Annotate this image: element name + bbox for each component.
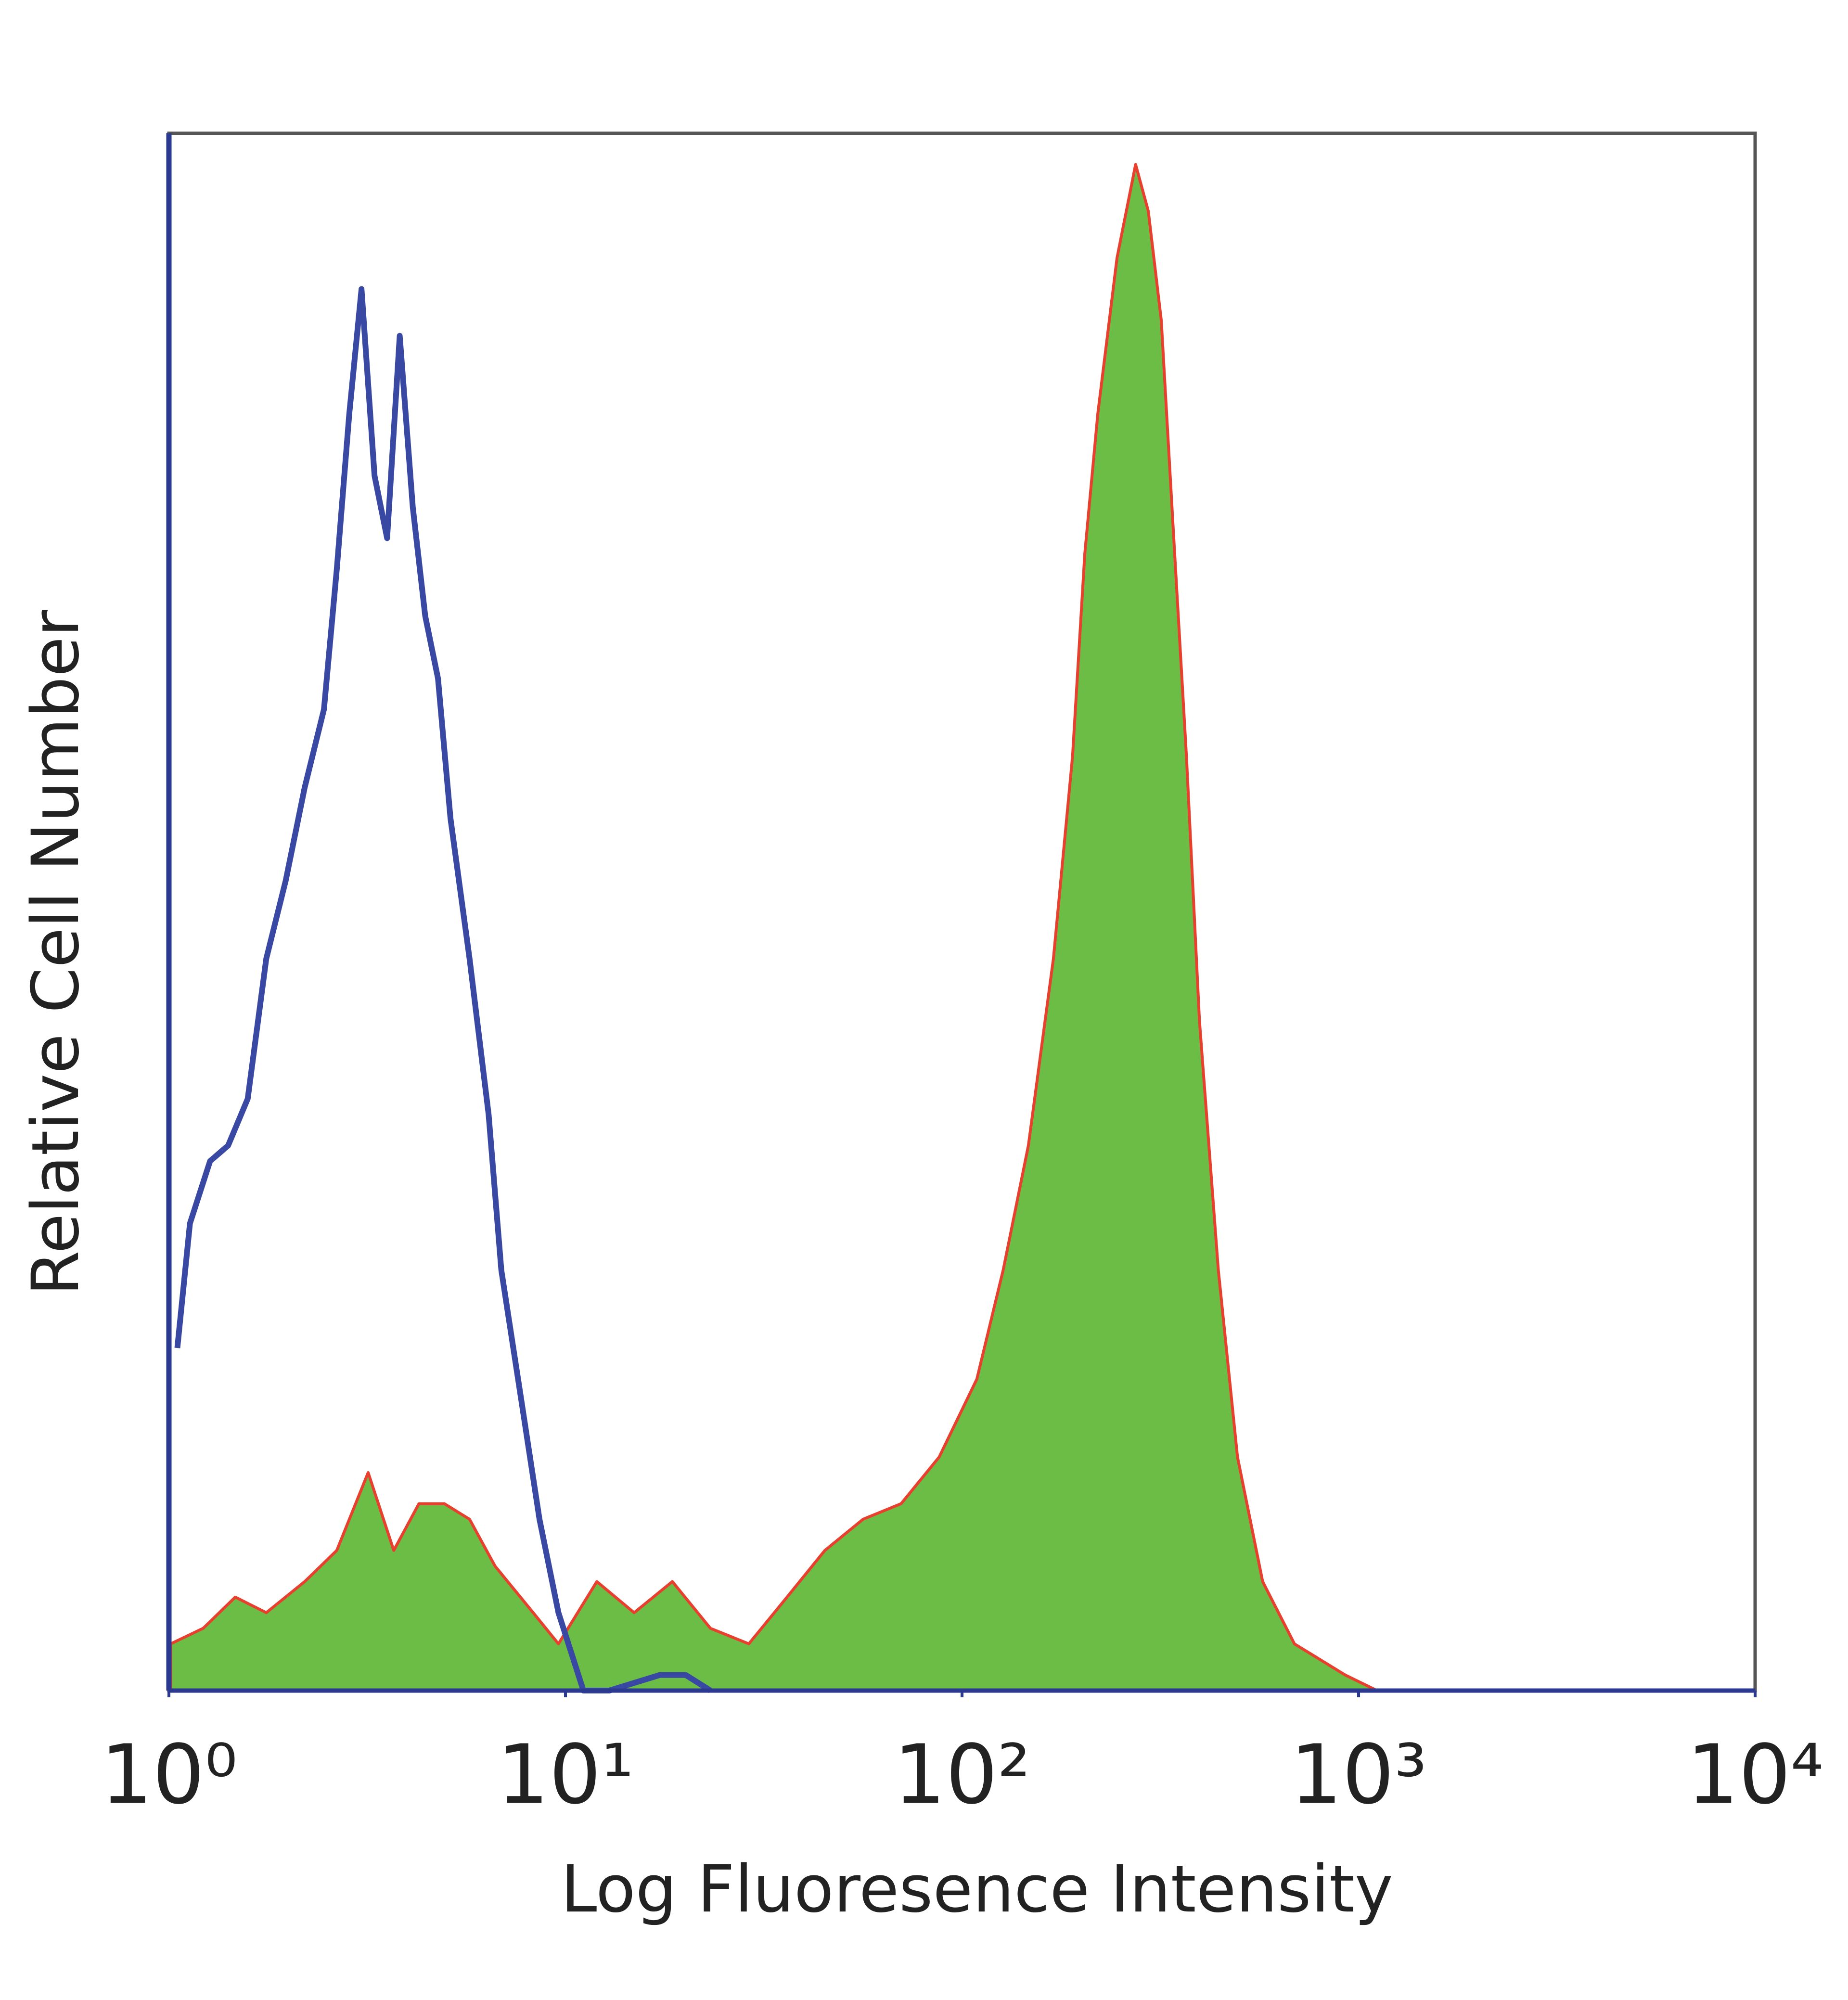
x-tick-label: 10⁴: [1687, 1727, 1823, 1822]
x-tick-label: 10²: [894, 1727, 1030, 1822]
area: [169, 163, 1379, 1692]
x-axis-label: Log Fluoresence Intensity: [561, 1851, 1393, 1927]
line: [174, 286, 712, 1693]
x-tick-label: 10⁰: [101, 1727, 237, 1822]
y-axis-label: Relative Cell Number: [18, 610, 93, 1295]
x-tick-label: 10³: [1290, 1727, 1427, 1822]
x-tick-label: 10¹: [497, 1727, 634, 1822]
